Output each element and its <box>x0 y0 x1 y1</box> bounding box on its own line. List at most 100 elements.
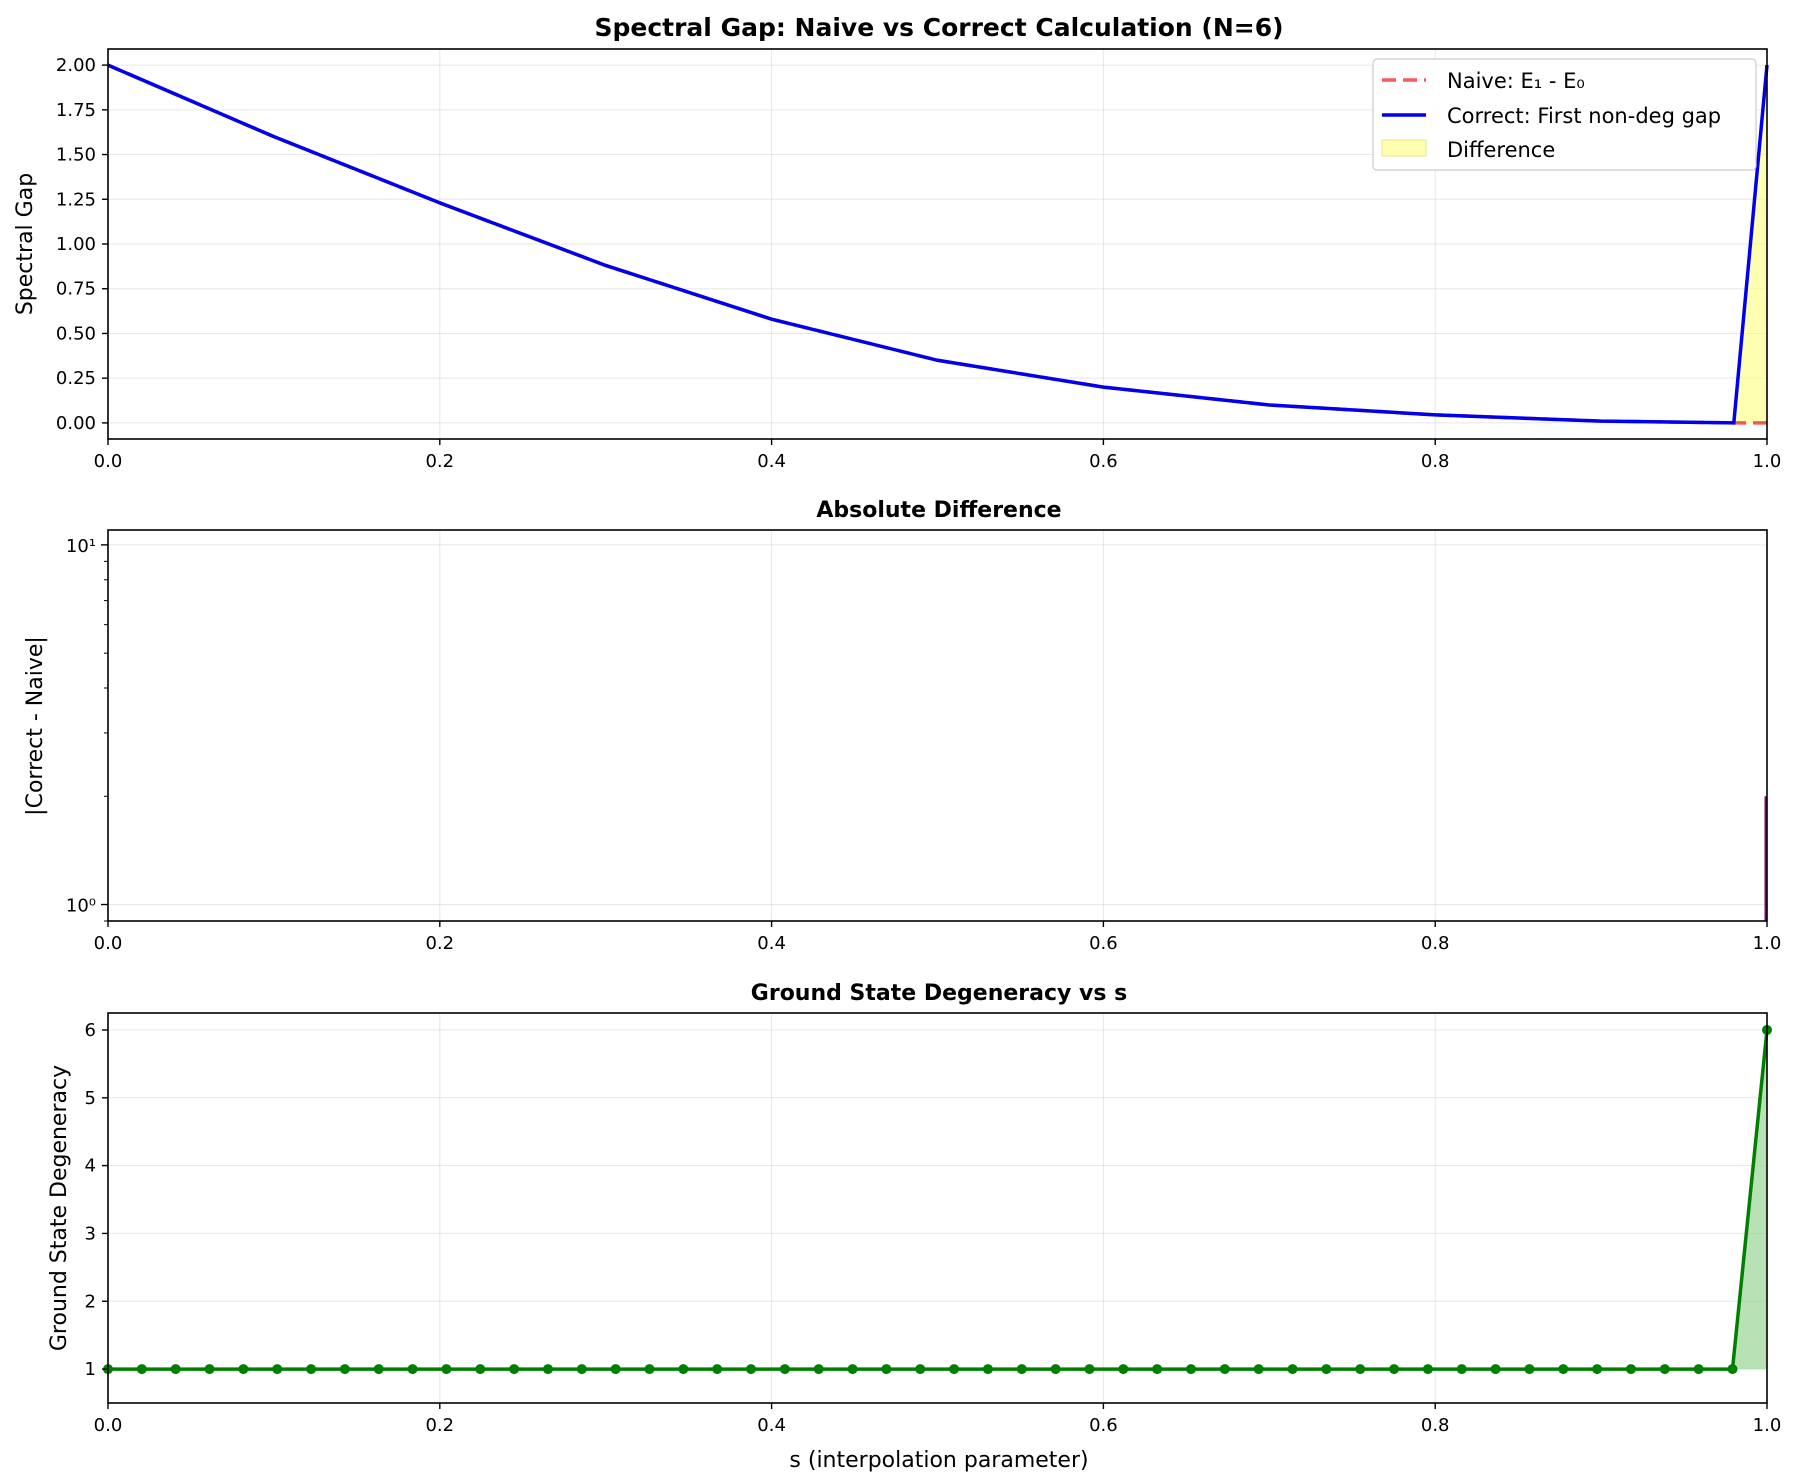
degeneracy-point <box>1659 1364 1670 1375</box>
y-tick-label: 3 <box>85 1223 96 1244</box>
panel3-title: Ground State Degeneracy vs s <box>751 981 1127 1006</box>
x-tick-label: 0.0 <box>94 1415 123 1436</box>
y-tick-label: 1.50 <box>56 145 96 166</box>
spectral-gap-panel: Spectral Gap: Naive vs Correct Calculati… <box>13 13 1781 472</box>
degeneracy-point <box>238 1364 249 1375</box>
degeneracy-point <box>1118 1364 1129 1375</box>
x-tick-label: 0.2 <box>425 451 454 472</box>
degeneracy-point <box>373 1364 384 1375</box>
legend-box <box>1372 58 1757 171</box>
panel2-frame <box>107 529 1768 922</box>
degeneracy-point <box>982 1364 993 1375</box>
legend-difference-swatch <box>1381 139 1427 157</box>
panel1-title: Spectral Gap: Naive vs Correct Calculati… <box>594 13 1283 42</box>
y-tick-label: 6 <box>85 1020 96 1041</box>
degeneracy-point <box>1152 1364 1163 1375</box>
degeneracy-point <box>1016 1364 1027 1375</box>
degeneracy-point <box>1185 1364 1196 1375</box>
degeneracy-fill <box>108 1029 1767 1370</box>
y-tick-label: 2.00 <box>56 55 96 76</box>
x-tick-label: 0.8 <box>1421 933 1450 954</box>
degeneracy-point <box>712 1364 723 1375</box>
degeneracy-point <box>949 1364 960 1375</box>
panel3-frame <box>107 1012 1768 1404</box>
degeneracy-point <box>1253 1364 1264 1375</box>
degeneracy-point <box>1050 1364 1061 1375</box>
legend: Naive: E₁ - E₀ Correct: First non-deg ga… <box>1372 58 1757 171</box>
x-tick-label: 0.0 <box>94 933 123 954</box>
degeneracy-point <box>644 1364 655 1375</box>
y-tick-label: 0.75 <box>56 279 96 300</box>
degeneracy-point <box>1524 1364 1535 1375</box>
degeneracy-point <box>1219 1364 1230 1375</box>
degeneracy-point <box>1727 1364 1738 1375</box>
degeneracy-markers <box>103 1024 1772 1375</box>
x-tick-label: 0.2 <box>425 1415 454 1436</box>
degeneracy-point <box>610 1364 621 1375</box>
degeneracy-point <box>441 1364 452 1375</box>
degeneracy-point <box>678 1364 689 1375</box>
degeneracy-point <box>1084 1364 1095 1375</box>
degeneracy-point <box>847 1364 858 1375</box>
degeneracy-point <box>813 1364 824 1375</box>
panel2-title: Absolute Difference <box>816 498 1061 523</box>
x-tick-label: 1.0 <box>1753 451 1782 472</box>
y-tick-label: 1.00 <box>56 234 96 255</box>
degeneracy-point <box>136 1364 147 1375</box>
y-tick-label: 5 <box>85 1088 96 1109</box>
y-tick-label: 10¹ <box>66 536 96 557</box>
y-tick-label: 4 <box>85 1156 96 1177</box>
degeneracy-point <box>1693 1364 1704 1375</box>
x-tick-label: 0.4 <box>757 451 786 472</box>
degeneracy-point <box>1625 1364 1636 1375</box>
degeneracy-point <box>1355 1364 1366 1375</box>
legend-naive-label: Naive: E₁ - E₀ <box>1447 69 1585 93</box>
panel3-y-ticks: 1 2 3 4 5 6 <box>85 1020 108 1380</box>
panel2-ylabel: |Correct - Naive| <box>23 636 48 816</box>
y-tick-label: 2 <box>85 1291 96 1312</box>
panel2-x-ticks: 0.0 0.2 0.4 0.6 0.8 1.0 <box>94 921 1781 954</box>
degeneracy-point <box>1389 1364 1400 1375</box>
degeneracy-point <box>475 1364 486 1375</box>
degeneracy-point <box>881 1364 892 1375</box>
degeneracy-point <box>306 1364 317 1375</box>
y-tick-label: 0.25 <box>56 368 96 389</box>
legend-correct-label: Correct: First non-deg gap <box>1447 104 1721 128</box>
y-tick-label: 1.75 <box>56 100 96 121</box>
x-tick-label: 0.4 <box>757 933 786 954</box>
degeneracy-point <box>542 1364 553 1375</box>
y-tick-label: 10⁰ <box>66 896 96 917</box>
x-tick-label: 1.0 <box>1753 1415 1782 1436</box>
degeneracy-point <box>339 1364 350 1375</box>
degeneracy-point <box>204 1364 215 1375</box>
x-tick-label: 0.4 <box>757 1415 786 1436</box>
panel1-x-ticks: 0.0 0.2 0.4 0.6 0.8 1.0 <box>94 439 1782 472</box>
panel3-x-ticks: 0.0 0.2 0.4 0.6 0.8 1.0 <box>94 1403 1782 1436</box>
y-tick-label: 1 <box>85 1359 96 1380</box>
y-tick-label: 0.50 <box>56 323 96 344</box>
panel2-grid <box>107 530 1768 921</box>
degeneracy-point <box>1422 1364 1433 1375</box>
panel3-grid <box>107 1013 1768 1403</box>
degeneracy-point <box>1456 1364 1467 1375</box>
degeneracy-point <box>170 1364 181 1375</box>
legend-difference-label: Difference <box>1447 138 1555 162</box>
absolute-difference-panel: Absolute Difference 0.0 0.2 0.4 0.6 0.8 1.0 1… <box>23 498 1781 954</box>
panel3-xlabel: s (interpolation parameter) <box>789 1448 1088 1473</box>
y-tick-label: 0.00 <box>56 413 96 434</box>
degeneracy-point <box>576 1364 587 1375</box>
x-tick-label: 0.8 <box>1421 451 1450 472</box>
x-tick-label: 0.6 <box>1089 1415 1118 1436</box>
degeneracy-point <box>779 1364 790 1375</box>
panel2-y-ticks: 10⁰ 10¹ <box>66 536 108 922</box>
x-tick-label: 0.6 <box>1089 933 1118 954</box>
x-tick-label: 0.2 <box>425 933 454 954</box>
degeneracy-point <box>1321 1364 1332 1375</box>
y-tick-label: 1.25 <box>56 189 96 210</box>
degeneracy-point <box>407 1364 418 1375</box>
degeneracy-point <box>1287 1364 1298 1375</box>
x-tick-label: 0.6 <box>1089 451 1118 472</box>
degeneracy-line <box>108 1029 1769 1371</box>
degeneracy-point <box>1490 1364 1501 1375</box>
